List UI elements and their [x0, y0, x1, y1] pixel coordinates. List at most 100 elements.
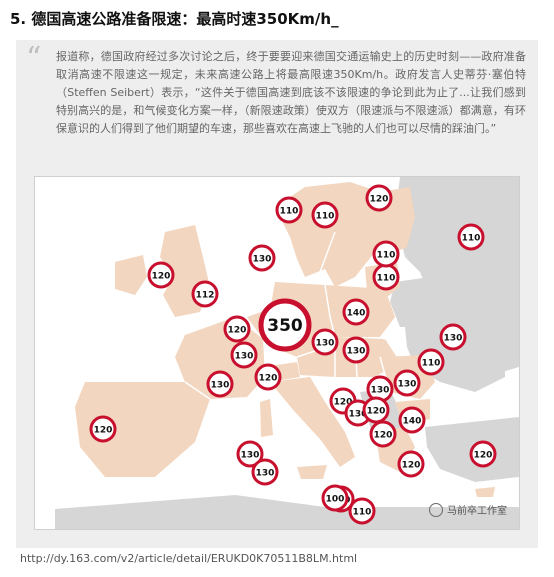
article-heading: 5. 德国高速公路准备限速：最高时速350Km/h_ — [10, 10, 339, 28]
ireland — [115, 255, 147, 295]
sign-value: 120 — [474, 451, 493, 461]
sign-value: 110 — [462, 234, 481, 244]
speed-limit-sign: 120 — [89, 415, 117, 443]
scandinavia — [275, 182, 390, 287]
speed-limit-sign: 130 — [439, 323, 467, 351]
sign-ring — [223, 315, 251, 343]
sign-ring — [417, 348, 445, 376]
sign-ring — [365, 184, 393, 212]
sign-ring — [369, 420, 397, 448]
sign-value: 120 — [402, 461, 421, 471]
speed-limit-sign: 110 — [372, 263, 400, 291]
quote-mark-icon: “ — [26, 41, 42, 76]
sign-value: 140 — [403, 417, 422, 427]
sign-value: 130 — [371, 386, 390, 396]
speed-limit-sign: 130 — [236, 440, 264, 468]
sign-ring — [248, 244, 276, 272]
speed-limit-sign: 130 — [342, 336, 370, 364]
sign-value: 120 — [152, 272, 171, 282]
speed-limit-sign: 112 — [191, 280, 219, 308]
speed-limit-sign: 130 — [251, 458, 279, 486]
source-link[interactable]: http://dy.163.com/v2/article/detail/ERUK… — [20, 552, 358, 565]
sign-value: 110 — [353, 508, 372, 518]
sign-value: 110 — [422, 359, 441, 369]
sign-value: 130 — [256, 469, 275, 479]
sign-value: 130 — [398, 380, 417, 390]
speed-limit-sign: 130 — [206, 370, 234, 398]
sign-value: 130 — [211, 381, 230, 391]
sign-ring — [393, 369, 421, 397]
sign-value: 120 — [334, 398, 353, 408]
sign-ring — [206, 370, 234, 398]
sign-value: 100 — [326, 495, 345, 505]
sign-ring — [236, 440, 264, 468]
sign-value: 110 — [280, 207, 299, 217]
sign-ring — [342, 336, 370, 364]
sign-value: 112 — [196, 291, 215, 301]
sign-ring — [311, 328, 339, 356]
speed-limit-sign: 120 — [147, 261, 175, 289]
sign-value: 140 — [347, 309, 366, 319]
speed-limit-sign: 130 — [311, 328, 339, 356]
speed-limit-sign: 120 — [223, 315, 251, 343]
sign-value: 110 — [377, 251, 396, 261]
sign-value: 130 — [347, 347, 366, 357]
speed-limit-sign: 110 — [275, 196, 303, 224]
sign-ring — [321, 484, 349, 512]
sign-value: 120 — [94, 426, 113, 436]
sign-value: 120 — [228, 326, 247, 336]
sign-ring — [469, 440, 497, 468]
sign-value: 120 — [374, 431, 393, 441]
speed-limit-sign: 120 — [365, 184, 393, 212]
italy — [270, 377, 355, 467]
speed-limit-sign: 110 — [348, 497, 376, 525]
sign-value: 130 — [316, 339, 335, 349]
sign-value: 120 — [259, 374, 278, 384]
speed-limit-sign: 120 — [362, 396, 390, 424]
sign-ring — [398, 406, 426, 434]
sign-ring — [457, 223, 485, 251]
speed-limit-sign: 110 — [311, 201, 339, 229]
sign-value: 130 — [235, 352, 254, 362]
sign-value: 110 — [377, 274, 396, 284]
sign-value: 110 — [316, 212, 335, 222]
sign-ring — [397, 450, 425, 478]
sign-ring — [275, 196, 303, 224]
speed-limit-sign: 140 — [398, 406, 426, 434]
watermark-text: 马前卒工作室 — [447, 506, 507, 517]
sign-value: 350 — [267, 316, 303, 336]
belarus-region — [390, 277, 440, 327]
cyprus — [475, 487, 495, 497]
sign-ring — [191, 280, 219, 308]
iberia — [75, 382, 210, 477]
europe-speed-limit-map: 350 120 110 110 110 120 110 110 120 112 130 140 120 1… — [34, 176, 520, 530]
sign-ring — [147, 261, 175, 289]
speed-limit-signs: 350 120 110 110 110 120 110 110 120 112 130 140 120 1… — [89, 184, 497, 525]
sign-value: 130 — [241, 451, 260, 461]
speed-limit-sign: 110 — [372, 240, 400, 268]
sign-ring — [362, 396, 390, 424]
sign-value: 120 — [370, 195, 389, 205]
sardinia-corsica — [260, 399, 273, 437]
speed-limit-sign: 120 — [397, 450, 425, 478]
speed-limit-sign: 110 — [417, 348, 445, 376]
camera-icon — [429, 502, 443, 517]
speed-limit-sign-350: 350 — [258, 298, 312, 352]
map-canvas: 350 120 110 110 110 120 110 110 120 112 130 140 120 1… — [55, 177, 519, 529]
sign-value: 120 — [367, 407, 386, 417]
speed-limit-sign: 140 — [342, 298, 370, 326]
sign-ring — [372, 240, 400, 268]
sicily — [297, 465, 327, 479]
sign-ring — [311, 201, 339, 229]
sign-ring — [348, 497, 376, 525]
speed-limit-sign: 110 — [457, 223, 485, 251]
sign-value: 130 — [444, 334, 463, 344]
north-africa-region — [55, 495, 519, 529]
sign-ring — [254, 363, 282, 391]
watermark: 马前卒工作室 — [429, 502, 507, 517]
speed-limit-sign: 120 — [369, 420, 397, 448]
speed-limit-sign: 120 — [469, 440, 497, 468]
speed-limit-sign: 130 — [230, 341, 258, 369]
speed-limit-sign: 130 — [248, 244, 276, 272]
speed-limit-sign: 130 — [393, 369, 421, 397]
